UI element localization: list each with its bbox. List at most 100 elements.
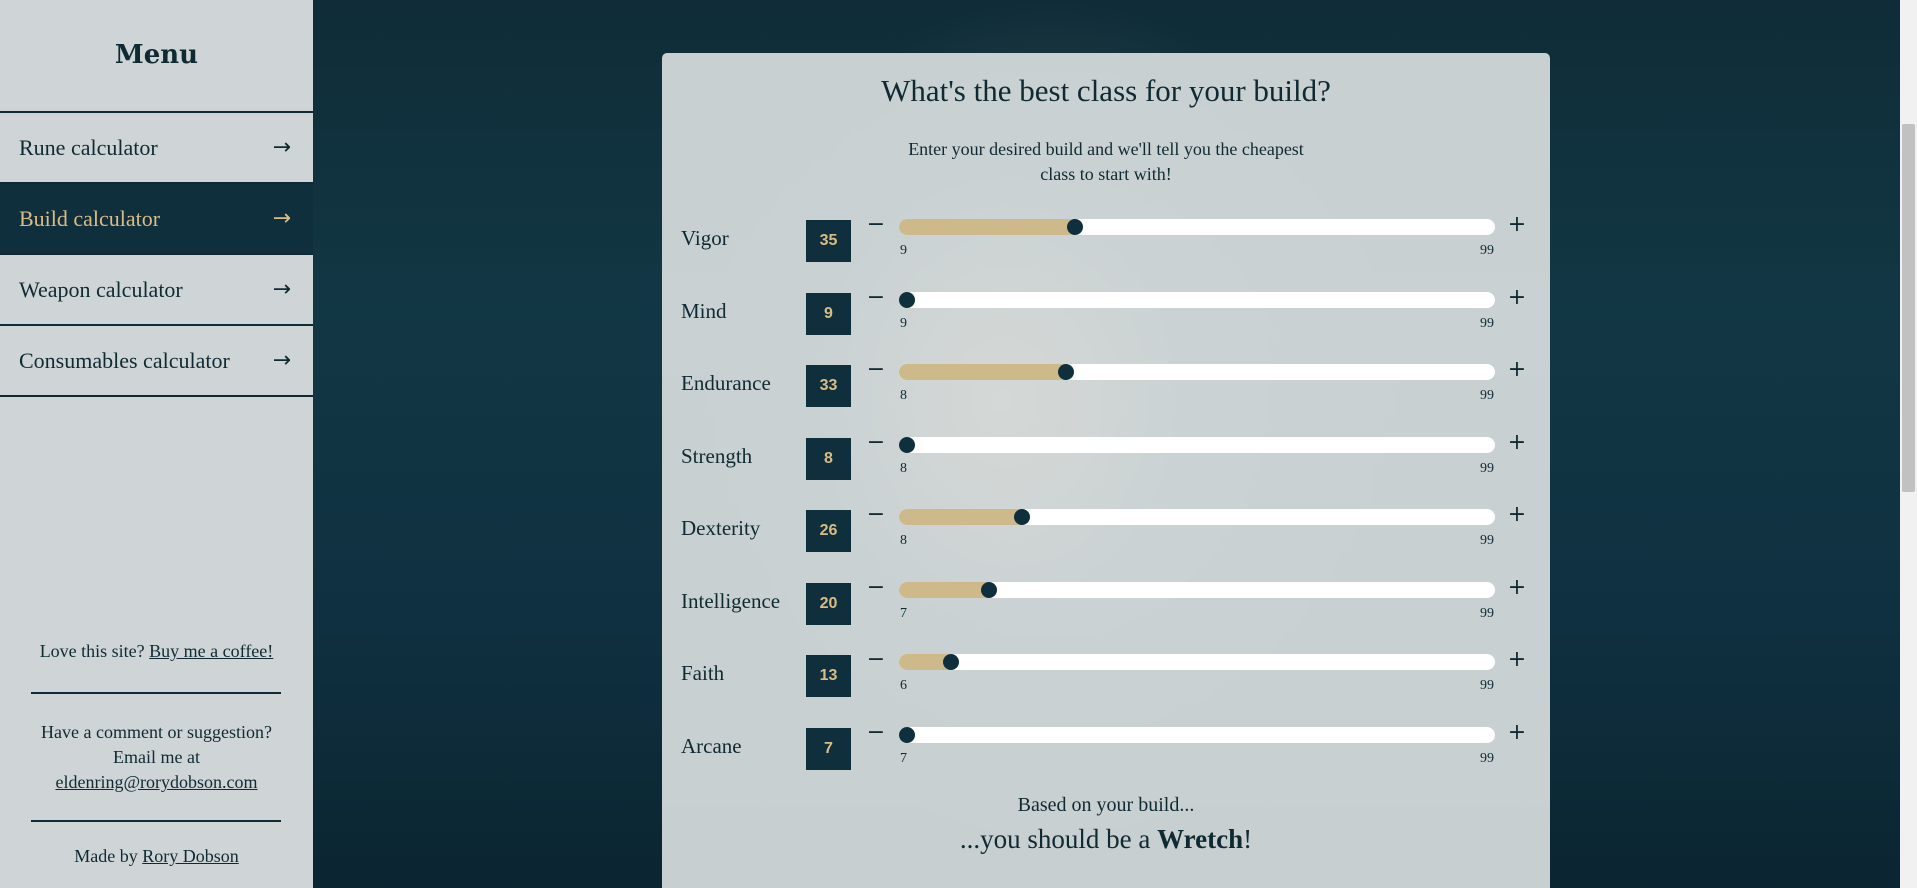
stat-label: Faith	[681, 661, 725, 685]
comment-text: Have a comment or suggestion?	[41, 722, 272, 742]
coffee-section: Love this site? Buy me a coffee!	[0, 641, 313, 662]
slider-thumb[interactable]	[1058, 364, 1075, 380]
slider-fill	[899, 509, 1022, 525]
stat-slider[interactable]	[899, 291, 1495, 308]
result-suffix: !	[1243, 824, 1253, 854]
stat-row-strength: Strength 8− +8 99	[662, 430, 1550, 494]
increment-button[interactable]: +	[1507, 357, 1527, 382]
stat-slider[interactable]	[899, 726, 1495, 743]
slider-thumb[interactable]	[1013, 509, 1030, 525]
slider-fill	[899, 364, 1067, 380]
stat-slider[interactable]	[899, 364, 1495, 380]
menu-item-weapon-calculator[interactable]: Weapon calculator →	[0, 255, 313, 326]
decrement-button[interactable]: −	[866, 284, 886, 310]
stat-label: Strength	[681, 443, 753, 468]
stat-slider[interactable]	[899, 509, 1495, 525]
stat-label: Intelligence	[681, 588, 781, 613]
slider-thumb[interactable]	[1066, 219, 1083, 235]
stat-value-box[interactable]: 7	[806, 727, 851, 770]
increment-button[interactable]: +	[1507, 647, 1527, 672]
menu-item-label: Weapon calculator	[19, 276, 183, 302]
stat-slider[interactable]	[899, 654, 1495, 670]
slider-max-label: 99	[1480, 460, 1494, 476]
menu-title: Menu	[114, 40, 199, 70]
stat-slider[interactable]	[899, 436, 1495, 453]
stat-row-endurance: Endurance 33− +8 99	[662, 358, 1550, 421]
author-link[interactable]: Rory Dobson	[142, 846, 239, 866]
slider-max-label: 99	[1480, 678, 1494, 693]
menu-item-rune-calculator[interactable]: Rune calculator →	[0, 113, 313, 184]
slider-max-label: 99	[1480, 315, 1494, 331]
stat-value-box[interactable]: 26	[806, 510, 851, 552]
increment-button[interactable]: +	[1507, 212, 1527, 237]
increment-button[interactable]: +	[1507, 284, 1527, 310]
slider-min-label: 9	[900, 315, 907, 331]
stat-slider[interactable]	[899, 581, 1495, 598]
result-class: Wretch	[1157, 824, 1244, 854]
arrow-right-icon: →	[272, 135, 291, 160]
arrow-right-icon: →	[272, 277, 291, 302]
menu-item-label: Consumables calculator	[19, 347, 230, 373]
result-text: ...you should be a Wretch!	[662, 824, 1550, 855]
stat-label: Arcane	[681, 733, 742, 758]
arrow-right-icon: →	[272, 348, 291, 373]
scrollbar[interactable]	[1900, 0, 1917, 888]
stat-value-box[interactable]: 9	[806, 292, 851, 335]
slider-fill	[899, 654, 951, 670]
stat-value-box[interactable]: 35	[806, 220, 851, 262]
slider-thumb[interactable]	[899, 436, 915, 453]
decrement-button[interactable]: −	[866, 719, 886, 745]
stat-value-box[interactable]: 20	[806, 582, 851, 625]
decrement-button[interactable]: −	[866, 357, 886, 382]
page-subtitle: Enter your desired build and we'll tell …	[908, 139, 1304, 184]
coffee-text: Love this site?	[39, 641, 145, 661]
decrement-button[interactable]: −	[866, 502, 886, 527]
stat-value-box[interactable]: 33	[806, 365, 851, 407]
stat-value-box[interactable]: 8	[806, 437, 851, 480]
increment-button[interactable]: +	[1507, 502, 1527, 527]
slider-max-label: 99	[1480, 388, 1494, 403]
stat-row-faith: Faith 13− +6 99	[662, 648, 1550, 711]
slider-min-label: 9	[900, 243, 907, 258]
menu-item-consumables-calculator[interactable]: Consumables calculator →	[0, 326, 313, 397]
slider-thumb[interactable]	[980, 581, 997, 598]
increment-button[interactable]: +	[1507, 429, 1527, 455]
scrollbar-thumb[interactable]	[1902, 124, 1915, 492]
slider-max-label: 99	[1480, 605, 1494, 621]
stat-row-arcane: Arcane 7− +7 99	[662, 720, 1550, 784]
stat-label: Mind	[681, 298, 727, 323]
menu-item-build-calculator[interactable]: Build calculator →	[0, 184, 313, 255]
buy-coffee-link[interactable]: Buy me a coffee!	[149, 641, 274, 661]
page-title: What's the best class for your build?	[881, 73, 1331, 108]
decrement-button[interactable]: −	[866, 429, 886, 455]
decrement-button[interactable]: −	[866, 212, 886, 237]
decrement-button[interactable]: −	[866, 574, 886, 600]
slider-min-label: 8	[900, 388, 907, 403]
stat-row-vigor: Vigor 35− +9 99	[662, 213, 1550, 276]
email-link[interactable]: eldenring@rorydobson.com	[55, 772, 258, 792]
slider-thumb[interactable]	[899, 726, 915, 743]
made-by-section: Made by Rory Dobson	[0, 846, 313, 867]
stat-label: Dexterity	[681, 516, 761, 540]
decrement-button[interactable]: −	[866, 647, 886, 672]
slider-min-label: 6	[900, 678, 907, 693]
slider-thumb[interactable]	[942, 654, 959, 670]
made-by-text: Made by	[74, 846, 138, 866]
divider	[31, 820, 281, 822]
slider-min-label: 7	[900, 750, 907, 766]
menu-item-label: Build calculator	[19, 205, 161, 231]
slider-fill	[899, 219, 1075, 235]
email-text: Email me at	[113, 747, 200, 767]
stat-label: Vigor	[681, 226, 729, 250]
sidebar: Menu Rune calculator → Build calculator …	[0, 0, 313, 888]
stat-row-intelligence: Intelligence 20− +7 99	[662, 575, 1550, 639]
slider-min-label: 8	[900, 460, 907, 476]
slider-min-label: 8	[900, 533, 907, 548]
slider-thumb[interactable]	[899, 291, 915, 308]
increment-button[interactable]: +	[1507, 574, 1527, 600]
stat-value-box[interactable]: 13	[806, 655, 851, 697]
increment-button[interactable]: +	[1507, 719, 1527, 745]
stat-slider[interactable]	[899, 219, 1495, 235]
divider	[31, 692, 281, 694]
arrow-right-icon: →	[272, 206, 291, 231]
